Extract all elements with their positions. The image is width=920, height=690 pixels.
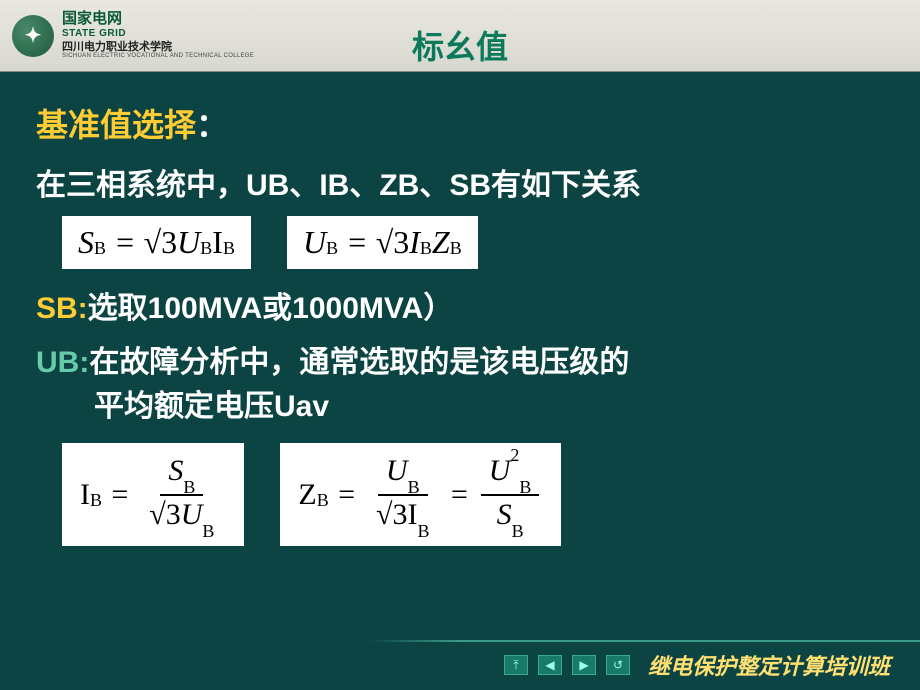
eq2-sqrt: 3	[393, 224, 409, 261]
eq1-t2-sym: I	[212, 224, 223, 261]
sqrt-icon: √	[149, 498, 165, 531]
eq2-t2-sub: B	[450, 238, 462, 259]
heading-label: 基准值选择	[36, 107, 196, 143]
eq3-den: √3UB	[141, 496, 222, 536]
eq1-sqrt: 3	[161, 224, 177, 261]
equation-sb: SB = √3UBIB	[62, 216, 251, 269]
sb-label: SB:	[36, 292, 88, 325]
heading-colon: ：	[196, 107, 228, 143]
college-name-en: SICHUAN ELECTRIC VOCATIONAL AND TECHNICA…	[62, 53, 254, 60]
ub-text-1: 在故障分析中，通常选取的是该电压级的	[89, 346, 629, 379]
eq1-lhs-sym: S	[78, 224, 94, 261]
nav-button-group: ⤒ ◀ ▶ ↺	[504, 655, 630, 675]
nav-prev-button[interactable]: ◀	[538, 655, 562, 675]
equation-row-2: IB = SB √3UB ZB = UB √3IB = U2B SB	[62, 443, 884, 546]
equation-ib: IB = SB √3UB	[62, 443, 244, 546]
state-grid-logo-icon: ✦	[12, 15, 54, 57]
sb-line: SB:选取100MVA或1000MVA）	[36, 283, 884, 327]
header-bar: ✦ 国家电网 STATE GRID 四川电力职业技术学院 SICHUAN ELE…	[0, 0, 920, 72]
logo-text-block: 国家电网 STATE GRID 四川电力职业技术学院 SICHUAN ELECT…	[62, 11, 254, 59]
sqrt-icon: √	[376, 498, 392, 531]
slide-body: 基准值选择： 在三相系统中，UB、IB、ZB、SB有如下关系 SB = √3UB…	[0, 72, 920, 690]
eq1-lhs-sub: B	[94, 238, 106, 259]
nav-reload-button[interactable]: ↺	[606, 655, 630, 675]
eq3-num: SB	[160, 454, 203, 496]
slide-title: 标幺值	[412, 22, 508, 68]
equation-zb: ZB = UB √3IB = U2B SB	[280, 443, 561, 546]
eq4-frac2: U2B SB	[481, 453, 540, 536]
ub-label: UB:	[36, 346, 89, 379]
equation-ub: UB = √3IBZB	[287, 216, 478, 269]
sqrt-icon: √	[376, 224, 394, 261]
eq4-frac1: UB √3IB	[368, 454, 437, 536]
logo-cn: 国家电网	[62, 11, 254, 28]
nav-next-button[interactable]: ▶	[572, 655, 596, 675]
slide-container: ✦ 国家电网 STATE GRID 四川电力职业技术学院 SICHUAN ELE…	[0, 0, 920, 690]
footer-text: 继电保护整定计算培训班	[648, 649, 890, 681]
eq1-t1-sub: B	[200, 238, 212, 259]
sqrt-icon: √	[144, 224, 162, 261]
footer-divider	[0, 640, 920, 642]
eq2-lhs-sym: U	[303, 224, 326, 261]
college-name-cn: 四川电力职业技术学院	[62, 41, 254, 53]
ub-text-2: 平均额定电压Uav	[36, 390, 329, 423]
eq2-t2-sym: Z	[432, 224, 450, 261]
equation-row-1: SB = √3UBIB UB = √3IBZB	[62, 216, 884, 269]
eq1-t1-sym: U	[177, 224, 200, 261]
logo-block: ✦ 国家电网 STATE GRID 四川电力职业技术学院 SICHUAN ELE…	[12, 11, 254, 59]
intro-text: 在三相系统中，UB、IB、ZB、SB有如下关系	[36, 160, 884, 204]
eq2-t1-sub: B	[420, 238, 432, 259]
heading: 基准值选择：	[36, 100, 884, 146]
sb-text: 选取100MVA或1000MVA）	[88, 292, 454, 325]
footer-bar: ⤒ ◀ ▶ ↺ 继电保护整定计算培训班	[0, 640, 920, 690]
logo-en: STATE GRID	[62, 28, 254, 39]
eq3-lhs-sub: B	[90, 490, 102, 511]
eq2-t1-sym: I	[409, 224, 420, 261]
eq1-t2-sub: B	[223, 238, 235, 259]
ub-line: UB:在故障分析中，通常选取的是该电压级的 平均额定电压Uav	[36, 337, 884, 425]
eq3-fraction: SB √3UB	[141, 454, 222, 536]
eq4-lhs-sub: B	[317, 490, 329, 511]
eq3-lhs-sym: I	[80, 478, 90, 512]
eq2-lhs-sub: B	[326, 238, 338, 259]
nav-first-button[interactable]: ⤒	[504, 655, 528, 675]
eq4-lhs-sym: Z	[298, 478, 316, 512]
